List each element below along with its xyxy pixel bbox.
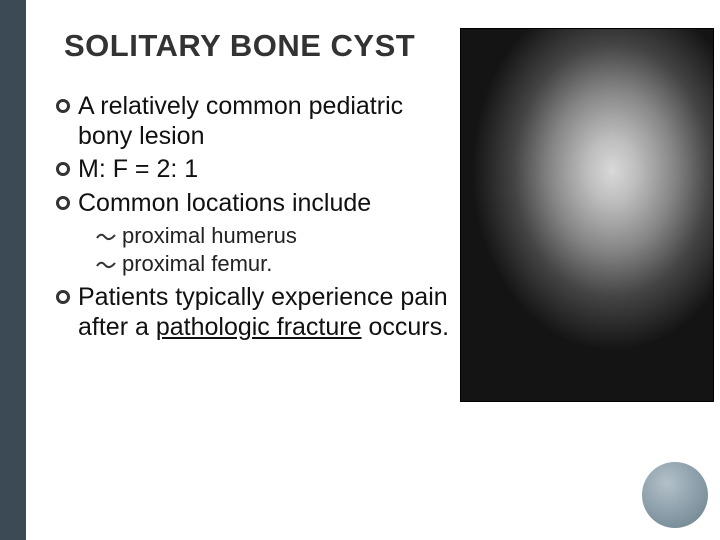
text-column: A relatively common pediatric bony lesio…	[56, 92, 464, 346]
bullet-donut-icon	[56, 99, 70, 113]
bullet-text-post: occurs.	[362, 313, 450, 341]
sub-bullet-item: proximal humerus	[96, 222, 458, 250]
bullet-donut-icon	[56, 196, 70, 210]
sub-bullet-list: proximal humerus proximal femur.	[96, 222, 458, 277]
bullet-text: M: F = 2: 1	[78, 155, 198, 183]
bullet-text: A relatively common pediatric bony lesio…	[78, 92, 403, 150]
left-accent-band	[0, 0, 26, 540]
bullet-item: Common locations include proximal humeru…	[56, 189, 458, 278]
bullet-donut-icon	[56, 162, 70, 176]
main-bullet-list: A relatively common pediatric bony lesio…	[56, 92, 458, 342]
sub-bullet-wave-icon	[96, 230, 116, 242]
sub-bullet-text: proximal femur.	[122, 251, 272, 276]
xray-image	[460, 28, 714, 402]
sub-bullet-wave-icon	[96, 258, 116, 270]
bullet-text: Common locations include	[78, 189, 371, 217]
image-column	[460, 28, 714, 402]
corner-decorative-circle	[642, 462, 708, 528]
bullet-item: M: F = 2: 1	[56, 155, 458, 185]
sub-bullet-item: proximal femur.	[96, 250, 458, 278]
bullet-item: A relatively common pediatric bony lesio…	[56, 92, 458, 151]
sub-bullet-text: proximal humerus	[122, 223, 297, 248]
bullet-text-underlined: pathologic fracture	[156, 313, 362, 341]
bullet-donut-icon	[56, 290, 70, 304]
slide-content: SOLITARY BONE CYST A relatively common p…	[26, 0, 720, 540]
bullet-item: Patients typically experience pain after…	[56, 283, 458, 342]
content-row: A relatively common pediatric bony lesio…	[56, 92, 710, 346]
